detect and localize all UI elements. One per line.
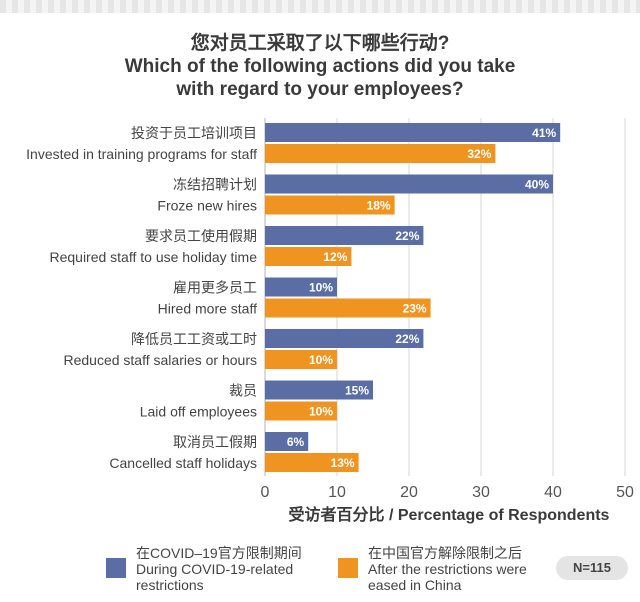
category-label-zh: 雇用更多员工	[173, 280, 257, 297]
bar-value-label: 12%	[323, 250, 347, 264]
category-label-en: Cancelled staff holidays	[109, 455, 257, 471]
legend-during-zh: 在COVID–19官方限制期间	[136, 545, 302, 561]
legend-swatch-during	[106, 558, 126, 578]
legend-after-en-line1: After the restrictions were	[368, 561, 527, 577]
bar-value-label: 40%	[525, 178, 549, 192]
bar-value-label: 22%	[395, 332, 419, 346]
x-tick-label: 30	[472, 484, 490, 501]
bar-value-label: 23%	[403, 302, 427, 316]
category-label-zh: 取消员工假期	[173, 435, 257, 451]
bar-after-4	[265, 350, 337, 369]
category-label-en: Reduced staff salaries or hours	[63, 352, 257, 368]
bar-after-3	[265, 298, 431, 318]
bar-value-label: 15%	[345, 384, 369, 398]
bar-during-6	[265, 432, 309, 451]
bar-after-1	[265, 195, 395, 215]
bar-value-label: 18%	[367, 199, 391, 213]
x-tick-label: 0	[261, 484, 270, 501]
bar-during-0	[265, 123, 561, 142]
legend-during-en-line2: restrictions	[136, 577, 204, 593]
category-label-zh: 降低员工工资或工时	[131, 332, 257, 348]
x-tick-label: 20	[400, 484, 418, 501]
legend-after-zh: 在中国官方解除限制之后	[368, 545, 522, 561]
sample-size-badge: N=115	[556, 556, 628, 580]
bar-during-2	[265, 226, 424, 245]
bar-value-label: 10%	[309, 353, 333, 367]
x-tick-label: 10	[328, 484, 346, 501]
bar-value-label: 10%	[309, 405, 333, 419]
bar-value-label: 13%	[331, 456, 355, 470]
category-label-en: Froze new hires	[157, 198, 257, 214]
bar-after-5	[265, 401, 337, 421]
x-tick-label: 50	[616, 484, 634, 501]
bar-value-label: 32%	[467, 147, 491, 161]
legend-swatch-after	[338, 558, 358, 578]
legend-item-after: 在中国官方解除限制之后 After the restrictions were …	[368, 545, 527, 593]
bar-value-label: 22%	[395, 229, 419, 243]
bar-value-label: 6%	[287, 435, 305, 449]
legend-item-during: 在COVID–19官方限制期间 During COVID-19-related …	[136, 545, 302, 593]
bar-during-4	[265, 329, 424, 348]
chart-title: 您对员工采取了以下哪些行动? Which of the following ac…	[0, 32, 640, 101]
bar-value-label: 41%	[532, 126, 556, 140]
category-label-en: Hired more staff	[158, 301, 257, 317]
bar-during-5	[265, 380, 373, 400]
decorative-top-strip	[0, 0, 640, 13]
category-label-en: Invested in training programs for staff	[26, 146, 257, 162]
category-label-en: Required staff to use holiday time	[49, 249, 257, 265]
category-label-zh: 冻结招聘计划	[173, 177, 257, 194]
category-label-zh: 要求员工使用假期	[145, 228, 257, 245]
x-axis-label: 受访者百分比 / Percentage of Respondents	[289, 505, 610, 524]
bar-during-1	[265, 174, 553, 194]
bar-value-label: 10%	[309, 281, 333, 295]
x-tick-label: 40	[544, 484, 562, 501]
bar-after-0	[265, 144, 496, 163]
chart-title-en-line2: with regard to your employees?	[176, 79, 464, 100]
chart-title-zh: 您对员工采取了以下哪些行动?	[190, 33, 450, 54]
bar-after-2	[265, 247, 352, 266]
legend-after-en-line2: eased in China	[368, 577, 462, 593]
chart-title-en-line1: Which of the following actions did you t…	[124, 56, 516, 77]
legend-during-en-line1: During COVID-19-related	[136, 561, 294, 577]
category-label-zh: 投资于员工培训项目	[131, 126, 257, 142]
category-label-en: Laid off employees	[140, 404, 257, 420]
category-label-zh: 裁员	[229, 384, 257, 400]
bar-after-6	[265, 453, 359, 472]
bar-during-3	[265, 277, 337, 297]
